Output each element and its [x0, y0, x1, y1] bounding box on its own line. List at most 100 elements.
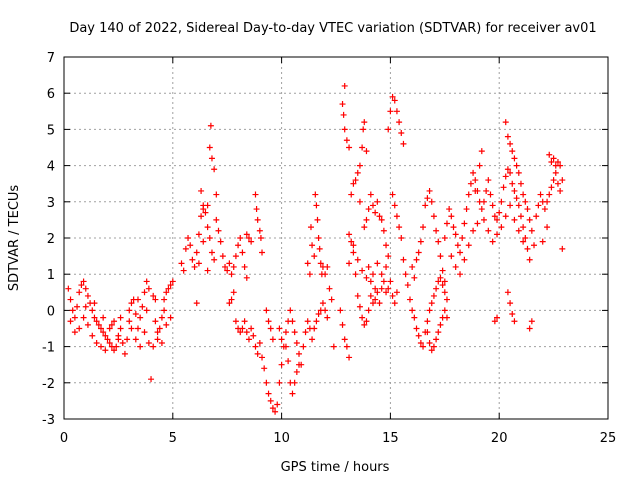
data-point — [393, 108, 400, 115]
data-point — [385, 126, 392, 133]
data-point — [554, 180, 561, 187]
data-point — [546, 191, 553, 198]
data-point — [502, 119, 509, 126]
data-point — [309, 242, 316, 249]
data-point — [428, 198, 435, 205]
data-point — [424, 329, 431, 336]
data-point — [489, 202, 496, 209]
data-point — [180, 267, 187, 274]
data-point — [485, 227, 492, 234]
data-point — [161, 296, 168, 303]
data-point — [158, 339, 165, 346]
data-point — [548, 184, 555, 191]
data-point — [385, 253, 392, 260]
data-point — [470, 227, 477, 234]
data-point — [102, 347, 109, 354]
data-point — [340, 111, 347, 118]
data-point — [341, 82, 348, 89]
data-point — [163, 321, 170, 328]
data-point — [380, 278, 387, 285]
data-point — [448, 253, 455, 260]
data-point — [396, 224, 403, 231]
data-point — [291, 379, 298, 386]
data-point — [309, 336, 316, 343]
data-point — [441, 235, 448, 241]
data-point — [428, 347, 435, 354]
data-point — [139, 303, 146, 310]
data-point — [289, 318, 296, 325]
y-tick-label: 0 — [47, 304, 55, 319]
data-point — [71, 314, 78, 321]
data-point — [450, 224, 457, 231]
data-point — [330, 343, 337, 350]
data-point — [378, 285, 385, 292]
data-point — [82, 303, 89, 310]
data-point — [378, 216, 385, 223]
data-point — [363, 318, 370, 325]
data-point — [156, 325, 163, 332]
data-point — [296, 361, 303, 368]
data-point — [360, 126, 367, 133]
data-point — [208, 249, 215, 256]
data-point — [396, 119, 403, 126]
data-point — [367, 292, 374, 299]
data-point — [535, 202, 542, 209]
data-point — [435, 329, 442, 336]
data-point — [150, 343, 157, 350]
data-point — [119, 339, 126, 346]
data-point — [400, 140, 407, 147]
y-tick-label: 1 — [47, 268, 55, 283]
y-tick-label: 5 — [47, 123, 55, 138]
data-point — [65, 285, 72, 292]
data-point — [424, 318, 431, 325]
data-point — [207, 122, 214, 129]
data-point — [380, 227, 387, 234]
data-point — [391, 202, 398, 209]
data-point — [550, 177, 557, 184]
data-point — [217, 238, 224, 245]
data-point — [80, 278, 87, 285]
data-point — [215, 227, 222, 234]
data-point — [239, 249, 246, 256]
data-point — [291, 329, 298, 336]
data-point — [195, 231, 202, 238]
data-point — [406, 296, 413, 303]
x-tick-label: 5 — [169, 431, 177, 446]
data-point — [426, 187, 433, 194]
data-point — [346, 354, 353, 361]
data-point — [124, 336, 131, 343]
data-point — [161, 307, 168, 314]
data-point — [448, 213, 455, 220]
data-point — [312, 191, 319, 198]
data-point — [324, 314, 331, 321]
data-point — [239, 325, 246, 332]
data-point — [93, 318, 100, 325]
data-point — [411, 314, 418, 321]
data-point — [400, 256, 407, 263]
data-point — [372, 296, 379, 303]
data-point — [319, 300, 326, 307]
data-point — [67, 296, 74, 303]
data-point — [417, 339, 424, 346]
data-point — [343, 137, 350, 144]
data-point — [315, 235, 322, 241]
data-point — [367, 191, 374, 198]
data-point — [367, 278, 374, 285]
data-point — [259, 354, 266, 361]
data-point — [226, 300, 233, 307]
data-point — [533, 213, 540, 220]
data-point — [483, 187, 490, 194]
data-point — [389, 191, 396, 198]
data-point — [478, 206, 485, 213]
data-point — [411, 274, 418, 281]
data-point — [413, 325, 420, 332]
data-point — [365, 206, 372, 213]
data-point — [84, 321, 91, 328]
data-point — [100, 314, 107, 321]
data-point — [259, 249, 266, 256]
data-point — [128, 325, 135, 332]
axis-ticks: 0 5 10 15 20 25 -3 -2 -1 0 1 2 3 4 5 6 7 — [42, 51, 616, 446]
data-point — [369, 202, 376, 209]
data-point — [452, 263, 459, 270]
data-point — [104, 336, 111, 343]
